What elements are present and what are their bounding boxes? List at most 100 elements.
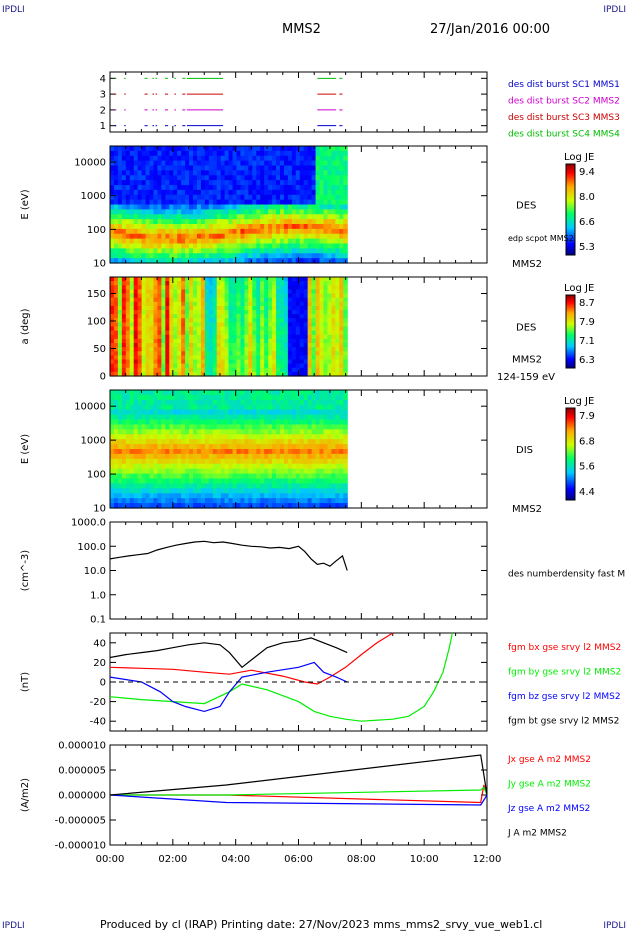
spectrogram-cell — [299, 165, 305, 171]
spectrogram-cell — [291, 322, 297, 328]
spectrogram-cell — [200, 488, 206, 494]
spectrogram-cell — [311, 473, 317, 480]
spectrogram-cell — [200, 419, 206, 426]
spectrogram-cell — [224, 146, 230, 152]
spectrogram-cell — [113, 146, 119, 152]
spectrogram-cell — [220, 175, 226, 181]
spectrogram-cell — [232, 150, 238, 157]
colorbar — [565, 294, 576, 369]
spectrogram-cell — [137, 165, 143, 171]
spectrogram-cell — [240, 146, 246, 152]
spectrogram-cell — [196, 347, 202, 352]
spectrogram-cell — [133, 233, 139, 240]
spectrogram-cell — [228, 347, 234, 352]
spectrogram-cell — [323, 289, 329, 295]
spectrogram-cell — [220, 404, 226, 411]
spectrogram-cell — [311, 243, 317, 249]
spectrogram-cell — [185, 214, 190, 220]
spectrogram-cell — [303, 150, 309, 157]
spectrogram-cell — [244, 503, 249, 509]
spectrogram-cell — [299, 409, 305, 416]
spectrogram-cell — [283, 165, 289, 171]
spectrogram-cell — [193, 301, 198, 307]
spectrogram-cell — [232, 258, 238, 264]
spectrogram-cell — [216, 468, 222, 475]
spectrogram-cell — [153, 347, 159, 352]
spectrogram-cell — [283, 409, 289, 416]
spectrogram-cell — [185, 281, 190, 286]
spectrogram-cell — [220, 473, 226, 480]
spectrogram-cell — [244, 483, 249, 489]
spectrogram-cell — [232, 399, 238, 406]
spectrogram-cell — [303, 359, 309, 365]
spectrogram-cell — [311, 394, 317, 401]
spectrogram-cell — [236, 414, 242, 421]
spectrogram-cell — [193, 468, 198, 475]
spectrogram-cell — [327, 248, 332, 254]
x-tick-label: 08:00 — [347, 854, 376, 865]
spectrogram-cell — [343, 175, 348, 181]
spectrogram-cell — [240, 493, 246, 499]
spectrogram-cell — [224, 238, 230, 245]
spectrogram-cell — [260, 498, 265, 504]
spectrogram-cell — [343, 314, 348, 319]
spectrogram-cell — [252, 404, 257, 411]
spectrogram-cell — [220, 228, 226, 235]
spectrogram-cell — [252, 468, 257, 475]
spectrogram-cell — [268, 351, 273, 356]
spectrogram-cell — [248, 347, 253, 352]
spectrogram-cell — [323, 243, 329, 249]
spectrogram-cell — [185, 238, 190, 245]
spectrogram-cell — [248, 248, 253, 254]
spectrogram-cell — [343, 468, 348, 475]
spectrogram-cell — [129, 238, 135, 245]
spectrogram-cell — [315, 458, 321, 465]
spectrogram-cell — [189, 277, 194, 282]
spectrogram-cell — [196, 214, 202, 220]
spectrogram-cell — [339, 371, 344, 377]
spectrogram-cell — [137, 394, 143, 401]
spectrogram-cell — [236, 488, 242, 494]
spectrogram-cell — [307, 170, 313, 176]
spectrogram-cell — [260, 359, 265, 365]
spectrogram-cell — [279, 150, 285, 157]
spectrogram-cell — [129, 277, 135, 282]
spectrogram-cell — [185, 468, 190, 475]
spectrogram-cell — [216, 293, 222, 299]
spectrogram-cell — [125, 243, 131, 249]
y-tick-label: -40 — [90, 717, 106, 728]
spectrogram-cell — [196, 351, 202, 356]
spectrogram-cell — [125, 199, 131, 206]
spectrogram-cell — [121, 394, 127, 401]
spectrogram-cell — [129, 498, 135, 504]
spectrogram-cell — [113, 281, 119, 286]
spectrogram-cell — [252, 478, 257, 485]
spectrogram-cell — [196, 293, 202, 299]
spectrogram-cell — [145, 493, 151, 499]
spectrogram-cell — [295, 243, 301, 249]
spectrogram-cell — [244, 233, 249, 240]
spectrogram-cell — [169, 390, 174, 396]
spectrogram-cell — [335, 399, 340, 406]
spectrogram-cell — [125, 189, 131, 196]
spectrogram-cell — [208, 371, 214, 377]
spectrogram-cell — [173, 493, 178, 499]
spectrogram-cell — [248, 293, 253, 299]
spectrogram-cell — [224, 367, 230, 373]
spectrogram-cell — [153, 310, 159, 315]
spectrogram-cell — [335, 224, 340, 230]
spectrogram-cell — [157, 424, 162, 430]
spectrogram-cell — [244, 189, 249, 196]
spectrogram-cell — [287, 258, 293, 264]
spectrogram-cell — [291, 468, 297, 475]
spectrogram-cell — [157, 483, 162, 489]
spectrogram-cell — [204, 224, 210, 230]
spectrogram-cell — [113, 189, 119, 196]
spectrogram-cell — [256, 419, 261, 426]
spectrogram-cell — [145, 293, 151, 299]
spectrogram-cell — [125, 498, 131, 504]
spectrogram-cell — [185, 404, 190, 411]
spectrogram-cell — [315, 204, 321, 210]
spectrogram-cell — [307, 305, 313, 311]
spectrogram-cell — [311, 444, 317, 450]
